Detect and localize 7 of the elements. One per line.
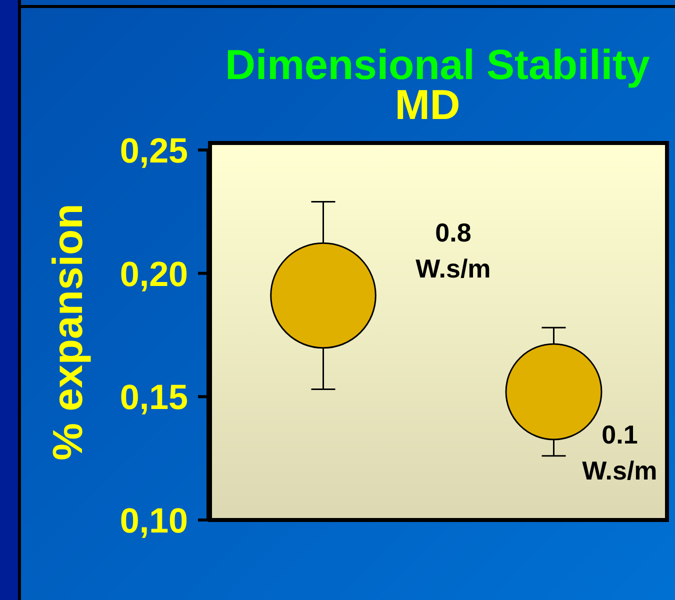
series-label: 0.1 W.s/m [582,420,658,486]
y-tick-label: 0,15 [120,378,188,418]
series-label: 0.8 W.s/m [416,218,491,284]
y-tick-label: 0,10 [120,501,188,540]
y-axis-title: % expansion [44,204,91,460]
y-tick-label: 0,20 [120,254,188,294]
y-tick-label: 0,25 [120,131,188,170]
